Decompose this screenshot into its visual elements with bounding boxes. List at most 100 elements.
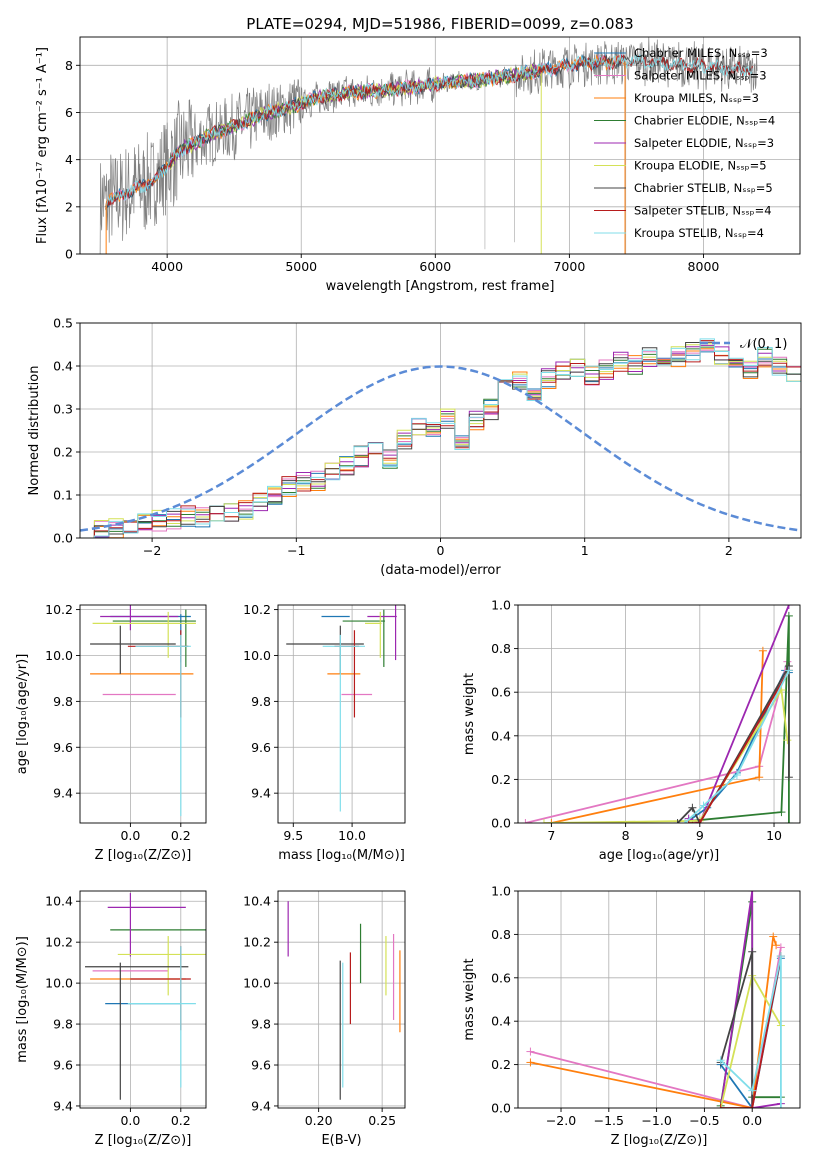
series-point [776,943,785,952]
errorbar-kroupa-stelib [135,634,191,817]
y-tick-label: 9.8 [251,694,271,709]
series-point [784,819,793,823]
legend-label: Kroupa STELIB, Nₛₛₚ=4 [634,226,764,240]
x-axis-label: mass [log₁₀(M/M⊙)] [278,848,405,863]
figure-title: PLATE=0294, MJD=51986, FIBERID=0099, z=0… [246,15,633,33]
x-tick-label: 0.20 [305,1113,333,1128]
panel-mass-vs-ebv: 0.20 0.25 9.4 9.6 9.8 10.0 10.2 10.4 E(B-V) [243,890,406,1148]
series-line-kroupa-stelib [684,669,790,823]
series-point [680,819,689,823]
y-tick-label: 1.0 [491,884,511,899]
series-point [521,819,530,823]
plot-area [286,605,397,812]
axes-frame [277,890,406,1109]
y-axis-label: age [log₁₀(age/yr)] [15,654,30,775]
y-tick-label: 9.4 [53,786,73,801]
y-tick-label: 9.4 [53,1098,73,1113]
y-tick-label: 0.0 [491,1101,511,1116]
errorbar-kroupa-stelib [127,946,196,1088]
y-tick-label: 0.4 [53,359,73,374]
axes-frame [79,36,801,255]
series-point [776,952,785,961]
x-tick-label: 7 [547,828,555,843]
y-tick-label: 9.8 [53,1017,73,1032]
y-tick-label: 10.0 [45,648,73,663]
grid [278,891,405,1108]
panel-mass-weight-vs-age: 7 8 9 10 0.0 0.2 0.4 0.6 0.8 1.0 age [log₁₀(age/yr… [462,598,801,863]
y-tick-label: 0.4 [491,728,511,743]
series-line-chabrier-stelib [676,662,790,823]
axes-frame [517,890,801,1109]
series-point [547,819,556,823]
y-tick-label: 10.2 [45,935,73,950]
panel-spectrum: 4000 5000 6000 7000 8000 0 2 4 6 8 wavelength [Ang… [35,36,801,294]
y-tick-label: 0.5 [53,316,73,331]
x-axis-label: (data-model)/error [380,563,501,578]
errorbar-kroupa-elodie [92,611,196,658]
series-line-salpeter-stelib [688,669,790,823]
series-line-kroupa-miles [551,650,764,823]
x-tick-label: −1 [287,543,305,558]
x-tick-label: 5000 [285,259,317,274]
series-point [732,771,741,780]
y-axis-label: mass weight [462,673,477,755]
series-point [784,605,793,609]
y-tick-label: 10.4 [45,894,73,909]
panel-age-vs-mass: 9.5 10.0 9.4 9.6 9.8 10.0 10.2 mass [log₁₀(M/M⊙… [243,602,406,863]
grid [278,605,405,823]
series-point [699,801,708,810]
series-point [758,646,767,655]
y-tick-label: 10.2 [243,935,271,950]
y-tick-label: 8 [65,58,73,73]
y-tick-label: 10.2 [243,602,271,617]
legend-label: 𝒩(0, 1) [740,337,787,352]
x-tick-label: 9.5 [283,828,303,843]
legend-label: Kroupa MILES, Nₛₛₚ=3 [634,91,759,105]
y-tick-label: 10.0 [45,976,73,991]
series-point [772,941,781,950]
x-tick-label: 9 [696,828,704,843]
y-tick-label: 0.4 [491,1014,511,1029]
series-point [769,932,778,941]
y-tick-label: 0.1 [53,488,73,503]
grid [80,891,206,1108]
series-point [783,736,792,745]
series-point [688,803,697,812]
x-tick-label: 0.2 [171,1113,191,1128]
x-axis-label: age [log₁₀(age/yr)] [599,848,720,863]
series-line-kroupa-elodie [543,687,789,823]
x-tick-label: 0.0 [742,1113,762,1128]
y-tick-label: 9.8 [251,1017,271,1032]
y-tick-label: 0.2 [53,445,73,460]
series-point [526,1058,535,1067]
y-tick-label: 0 [65,247,73,262]
spectrum-legend: Chabrier MILES, Nₛₛₚ=3 Salpeter MILES, Nₛ… [594,46,775,240]
x-tick-label: 8 [622,828,630,843]
panel-mass-vs-Z: 0.0 0.2 9.4 9.6 9.8 10.0 10.2 10.4 Z [log₁₀(Z/Z⊙… [15,890,207,1148]
y-tick-label: 2 [65,199,73,214]
legend-label: Chabrier MILES, Nₛₛₚ=3 [634,46,768,60]
y-tick-label: 0.8 [491,927,511,942]
axes-frame [79,604,207,824]
x-tick-label: 4000 [151,259,183,274]
y-tick-label: 9.6 [251,1058,271,1073]
series-point [673,819,682,823]
y-axis-label: Normed distribution [27,366,42,496]
y-tick-label: 1.0 [491,598,511,613]
errorbar-chabrier-elodie [342,609,386,667]
x-tick-label: 2 [725,543,733,558]
errorbar-salpeter-stelib [130,946,191,1031]
y-tick-label: 10.0 [243,976,271,991]
histogram-step-kroupa-elodie [80,343,801,538]
legend-label: Chabrier STELIB, Nₛₛₚ=5 [634,181,773,195]
y-tick-label: 10.4 [243,894,271,909]
series-point [716,1104,725,1108]
histogram-step-chabrier-stelib [80,341,801,538]
x-tick-label: 1 [581,543,589,558]
panel-residual-hist: −2 −1 0 1 2 0.0 0.1 0.2 0.3 0.4 0.5 (data-model)/er… [27,316,802,578]
errorbar-salpeter-elodie [100,605,179,631]
x-tick-label: 0 [437,543,445,558]
axes-frame [517,604,801,824]
y-tick-label: 4 [65,152,73,167]
